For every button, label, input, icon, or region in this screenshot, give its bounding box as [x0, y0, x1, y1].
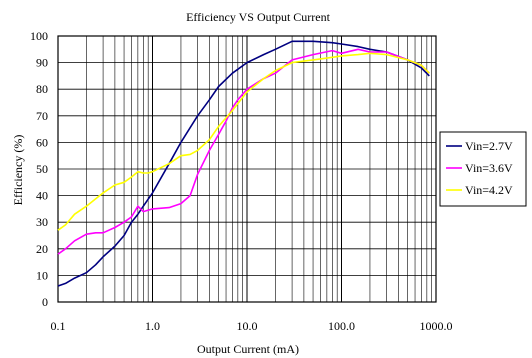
series-line-1 — [57, 40, 430, 287]
y-tick-label: 10 — [36, 268, 48, 282]
y-tick-label: 40 — [36, 189, 48, 203]
legend-label: Vin=3.6V — [465, 161, 513, 175]
legend-label: Vin=2.7V — [465, 139, 513, 153]
plot-frame — [57, 35, 437, 303]
series-line-2 — [57, 48, 430, 255]
y-tick-label: 0 — [42, 295, 48, 309]
y-tick-label: 90 — [36, 56, 48, 70]
y-axis-label: Efficiency (%) — [11, 135, 25, 206]
y-tick-label: 70 — [36, 109, 48, 123]
x-tick-label: 100.0 — [328, 319, 355, 333]
legend: Vin=2.7V Vin=3.6V Vin=4.2V — [439, 131, 527, 207]
x-axis-label: Output Current (mA) — [197, 342, 299, 356]
legend-box — [439, 131, 527, 207]
y-axis-tick-labels: 0 10 20 30 40 50 60 70 80 90 100 — [30, 29, 48, 309]
y-tick-label: 20 — [36, 242, 48, 256]
x-axis-tick-labels: 0.1 1.0 10.0 100.0 1000.0 — [51, 319, 453, 333]
x-tick-label: 1.0 — [145, 319, 160, 333]
x-tick-label: 1000.0 — [420, 319, 453, 333]
y-tick-label: 80 — [36, 82, 48, 96]
x-tick-label: 10.0 — [237, 319, 258, 333]
y-tick-label: 100 — [30, 29, 48, 43]
chart-title: Efficiency VS Output Current — [186, 10, 331, 24]
x-tick-label: 0.1 — [51, 319, 66, 333]
legend-label: Vin=4.2V — [465, 183, 513, 197]
y-tick-label: 60 — [36, 135, 48, 149]
series-line-3 — [57, 52, 430, 231]
y-tick-label: 30 — [36, 215, 48, 229]
series-lines — [57, 40, 430, 287]
y-tick-label: 50 — [36, 162, 48, 176]
